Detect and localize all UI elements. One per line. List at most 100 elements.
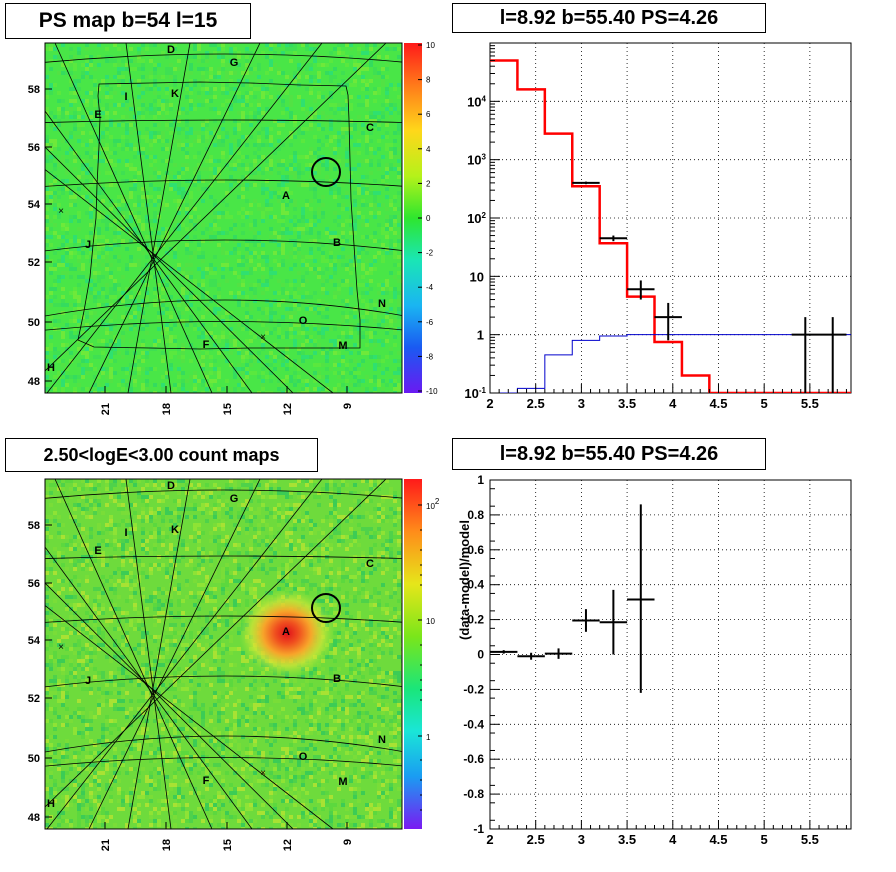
map-pixel [369, 515, 373, 519]
map-pixel [281, 183, 285, 187]
map-pixel [293, 215, 297, 219]
map-pixel [193, 391, 197, 393]
map-pixel [305, 67, 309, 71]
map-pixel [341, 203, 345, 207]
map-pixel [261, 563, 265, 567]
map-pixel [369, 339, 373, 343]
map-pixel [377, 363, 381, 367]
map-pixel [393, 231, 397, 235]
map-pixel [197, 615, 201, 619]
map-pixel [49, 607, 53, 611]
map-pixel [369, 619, 373, 623]
map-pixel [73, 563, 77, 567]
map-pixel [89, 483, 93, 487]
map-pixel [333, 195, 337, 199]
map-pixel [377, 623, 381, 627]
map-pixel [229, 615, 233, 619]
map-pixel [53, 55, 57, 59]
map-pixel [313, 151, 317, 155]
map-pixel [269, 543, 273, 547]
map-pixel [173, 559, 177, 563]
map-pixel [185, 227, 189, 231]
map-pixel [109, 579, 113, 583]
map-pixel [85, 611, 89, 615]
map-pixel [209, 279, 213, 283]
map-pixel [165, 103, 169, 107]
map-pixel [293, 295, 297, 299]
map-pixel [81, 511, 85, 515]
map-pixel [101, 95, 105, 99]
map-pixel [253, 267, 257, 271]
colorbar-tick-label: 0 [426, 214, 431, 223]
map-pixel [89, 347, 93, 351]
map-pixel [205, 503, 209, 507]
map-pixel [125, 351, 129, 355]
map-pixel [201, 555, 205, 559]
map-pixel [93, 155, 97, 159]
map-pixel [137, 559, 141, 563]
map-pixel [245, 59, 249, 63]
map-pixel [325, 551, 329, 555]
map-pixel [345, 631, 349, 635]
map-pixel [177, 311, 181, 315]
map-pixel [57, 91, 61, 95]
map-pixel [269, 371, 273, 375]
map-pixel [269, 271, 273, 275]
map-pixel [357, 151, 361, 155]
map-pixel [245, 139, 249, 143]
map-pixel [329, 495, 333, 499]
map-pixel [113, 483, 117, 487]
map-pixel [301, 535, 305, 539]
map-pixel [385, 75, 389, 79]
map-pixel [217, 371, 221, 375]
map-pixel [309, 307, 313, 311]
map-pixel [373, 239, 377, 243]
map-pixel [117, 231, 121, 235]
map-pixel [81, 535, 85, 539]
map-pixel [77, 247, 81, 251]
map-pixel [185, 263, 189, 267]
map-pixel [173, 531, 177, 535]
map-pixel [85, 555, 89, 559]
map-pixel [385, 187, 389, 191]
map-pixel [281, 103, 285, 107]
map-pixel [305, 355, 309, 359]
map-pixel [137, 231, 141, 235]
map-pixel [217, 135, 221, 139]
map-pixel [149, 347, 153, 351]
map-pixel [353, 535, 357, 539]
map-pixel [193, 47, 197, 51]
map-pixel [169, 367, 173, 371]
map-pixel [65, 187, 69, 191]
map-pixel [69, 215, 73, 219]
map-pixel [169, 107, 173, 111]
map-pixel [189, 255, 193, 259]
map-pixel [385, 55, 389, 59]
map-pixel [209, 155, 213, 159]
map-pixel [337, 191, 341, 195]
map-pixel [209, 611, 213, 615]
map-pixel [45, 495, 49, 499]
map-pixel [317, 387, 321, 391]
map-pixel [393, 287, 397, 291]
map-pixel [333, 623, 337, 627]
map-pixel [157, 283, 161, 287]
map-pixel [269, 171, 273, 175]
map-pixel [353, 151, 357, 155]
map-pixel [373, 587, 377, 591]
map-pixel [321, 163, 325, 167]
map-pixel [49, 627, 53, 631]
map-pixel [201, 487, 205, 491]
map-pixel [213, 223, 217, 227]
map-pixel [69, 591, 73, 595]
map-pixel [165, 227, 169, 231]
map-pixel [277, 95, 281, 99]
map-pixel [377, 75, 381, 79]
map-pixel [397, 611, 401, 615]
map-pixel [245, 115, 249, 119]
map-pixel [109, 479, 113, 483]
map-pixel [145, 495, 149, 499]
map-pixel [157, 123, 161, 127]
map-pixel [165, 255, 169, 259]
map-pixel [213, 235, 217, 239]
